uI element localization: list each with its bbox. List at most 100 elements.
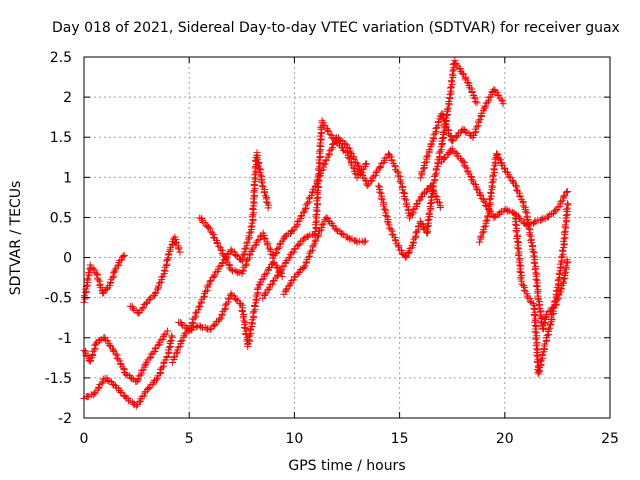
data-point (475, 117, 483, 125)
data-point (394, 172, 402, 180)
data-point (338, 230, 346, 238)
data-point (218, 310, 226, 318)
data-point (316, 152, 324, 160)
data-point (385, 224, 393, 232)
data-point (315, 184, 323, 192)
data-point (435, 199, 443, 207)
data-point (243, 238, 251, 246)
data-point (285, 254, 293, 262)
data-point (164, 327, 172, 335)
data-point (547, 314, 555, 322)
data-point (418, 168, 426, 176)
data-point (120, 252, 128, 260)
data-point (529, 248, 537, 256)
data-point (446, 132, 454, 140)
data-point (154, 282, 162, 290)
data-point (265, 244, 273, 252)
data-point (444, 104, 452, 112)
data-point (526, 231, 534, 239)
data-point (360, 238, 368, 246)
plot-frame (83, 56, 611, 419)
data-point (562, 212, 570, 220)
data-point (128, 303, 136, 311)
data-point (474, 186, 482, 194)
axis-ticks: 0 5 10 15 20 25 -2 -1.5 -1 -0.5 0 0.5 1 1.5 2 2.5 (45, 50, 619, 447)
data-point (344, 153, 352, 161)
data-point (471, 98, 479, 106)
data-point (217, 246, 225, 254)
data-point (515, 248, 523, 256)
data-point (304, 233, 312, 241)
x-tick-label: 20 (496, 431, 514, 447)
y-tick-label: 2.5 (50, 50, 72, 66)
data-point (423, 153, 431, 161)
data-point (109, 269, 117, 277)
data-point (208, 229, 216, 237)
data-point (427, 193, 435, 201)
data-point (309, 242, 317, 250)
data-point (238, 254, 246, 262)
data-point (322, 213, 330, 221)
data-point (497, 156, 505, 164)
data-point (364, 182, 372, 190)
data-point (420, 224, 428, 232)
data-point (258, 177, 265, 185)
data-point (345, 155, 353, 163)
data-point (151, 345, 159, 353)
data-point (84, 275, 92, 283)
data-point (353, 174, 361, 182)
data-point (446, 84, 454, 92)
data-point (260, 234, 268, 242)
data-point (320, 121, 328, 129)
data-point (314, 230, 322, 238)
data-point (512, 228, 520, 236)
series-track-11 (375, 57, 481, 261)
data-point (91, 341, 99, 349)
data-point (168, 332, 176, 340)
data-point (158, 273, 166, 281)
data-point (205, 223, 213, 231)
data-point (476, 191, 484, 199)
data-point (481, 102, 489, 110)
data-point (395, 243, 403, 251)
x-tick-label: 15 (391, 431, 409, 447)
series-track-1 (80, 251, 128, 306)
data-point (530, 304, 538, 312)
data-point (152, 288, 160, 296)
data-point (473, 185, 481, 193)
data-point (562, 262, 570, 270)
data-point (314, 233, 322, 241)
data-point (315, 173, 323, 181)
data-point (415, 197, 423, 205)
data-point (471, 129, 479, 137)
x-tick-label: 25 (601, 431, 619, 447)
data-point (470, 131, 478, 139)
data-point (204, 282, 212, 290)
data-point (146, 354, 154, 362)
data-point (312, 236, 320, 244)
data-point (106, 278, 114, 286)
data-point (142, 299, 150, 307)
series-track-12 (417, 86, 507, 182)
data-point (188, 318, 196, 326)
data-point (538, 216, 546, 224)
data-point (532, 335, 540, 343)
data-point (324, 127, 332, 135)
data-point (532, 342, 540, 350)
data-point (543, 331, 551, 339)
data-point (99, 289, 107, 297)
data-point (175, 245, 183, 253)
data-point (377, 194, 385, 202)
data-point (551, 207, 559, 215)
data-point (311, 237, 319, 245)
data-point (376, 188, 384, 196)
data-point (149, 380, 157, 388)
data-point (301, 262, 309, 270)
data-point (216, 315, 224, 323)
data-point (396, 178, 404, 186)
data-point (409, 210, 417, 218)
data-point (316, 147, 324, 155)
y-tick-label: -0.5 (45, 291, 72, 307)
data-point (277, 267, 285, 275)
